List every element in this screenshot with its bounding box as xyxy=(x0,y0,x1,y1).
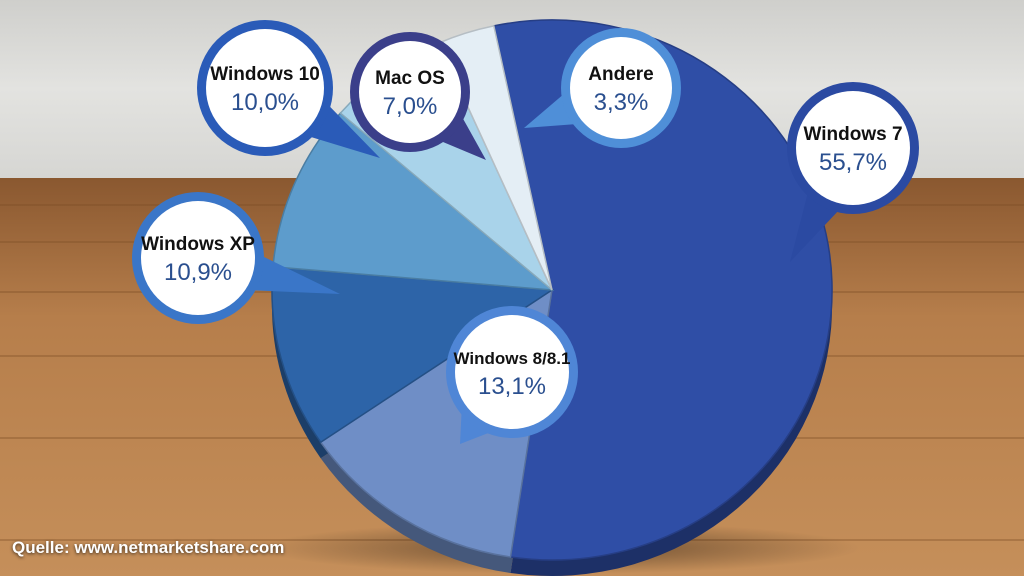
callout-value-windows-xp: 10,9% xyxy=(164,259,232,286)
callout-disc xyxy=(796,91,910,205)
callout-value-windows-7: 55,7% xyxy=(819,149,887,176)
callout-disc xyxy=(570,37,672,139)
callout-label-andere: Andere xyxy=(588,64,653,85)
callout-disc xyxy=(141,201,255,315)
callout-label-mac-os: Mac OS xyxy=(375,68,445,89)
callout-pointer xyxy=(309,105,380,158)
callout-value-andere: 3,3% xyxy=(594,89,649,116)
callout-pointer xyxy=(253,256,340,294)
callouts: Windows 755,7%Windows 8/8.113,1%Windows … xyxy=(132,20,919,444)
callout-disc xyxy=(206,29,324,147)
callout-disc xyxy=(359,41,461,143)
callout-value-windows-8-8-1: 13,1% xyxy=(478,373,546,400)
callout-value-windows-10: 10,0% xyxy=(231,89,299,116)
callout-disc xyxy=(455,315,569,429)
callout-windows-8-8-1: Windows 8/8.1 13,1% xyxy=(446,306,578,444)
callout-andere: Andere 3,3% xyxy=(524,28,681,148)
source-note: Quelle: www.netmarketshare.com xyxy=(12,538,285,557)
callout-mac-os: Mac OS 7,0% xyxy=(350,32,486,160)
callout-label-windows-8-8-1: Windows 8/8.1 xyxy=(454,349,571,368)
callout-windows-xp: Windows XP 10,9% xyxy=(132,192,340,324)
callout-pointer xyxy=(440,117,486,160)
callout-windows-10: Windows 10 10,0% xyxy=(197,20,380,158)
callout-pointer xyxy=(790,193,839,262)
callout-windows-7: Windows 7 55,7% xyxy=(787,82,919,262)
callout-label-windows-7: Windows 7 xyxy=(803,124,902,145)
callout-label-windows-10: Windows 10 xyxy=(210,64,320,85)
callout-value-mac-os: 7,0% xyxy=(383,93,438,120)
callout-label-windows-xp: Windows XP xyxy=(141,234,255,255)
callout-pointer xyxy=(524,94,576,128)
